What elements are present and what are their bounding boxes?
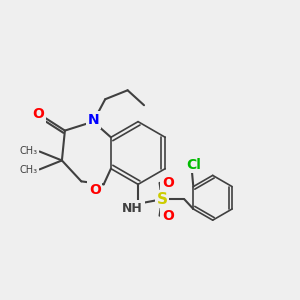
Text: O: O [89, 183, 101, 197]
Text: CH₃: CH₃ [20, 165, 38, 175]
Text: O: O [162, 209, 174, 223]
Text: CH₃: CH₃ [20, 146, 38, 156]
Text: NH: NH [122, 202, 143, 215]
Text: S: S [156, 192, 167, 207]
Text: O: O [33, 107, 45, 121]
Text: N: N [88, 113, 99, 127]
Text: Cl: Cl [186, 158, 201, 172]
Text: O: O [162, 176, 174, 190]
